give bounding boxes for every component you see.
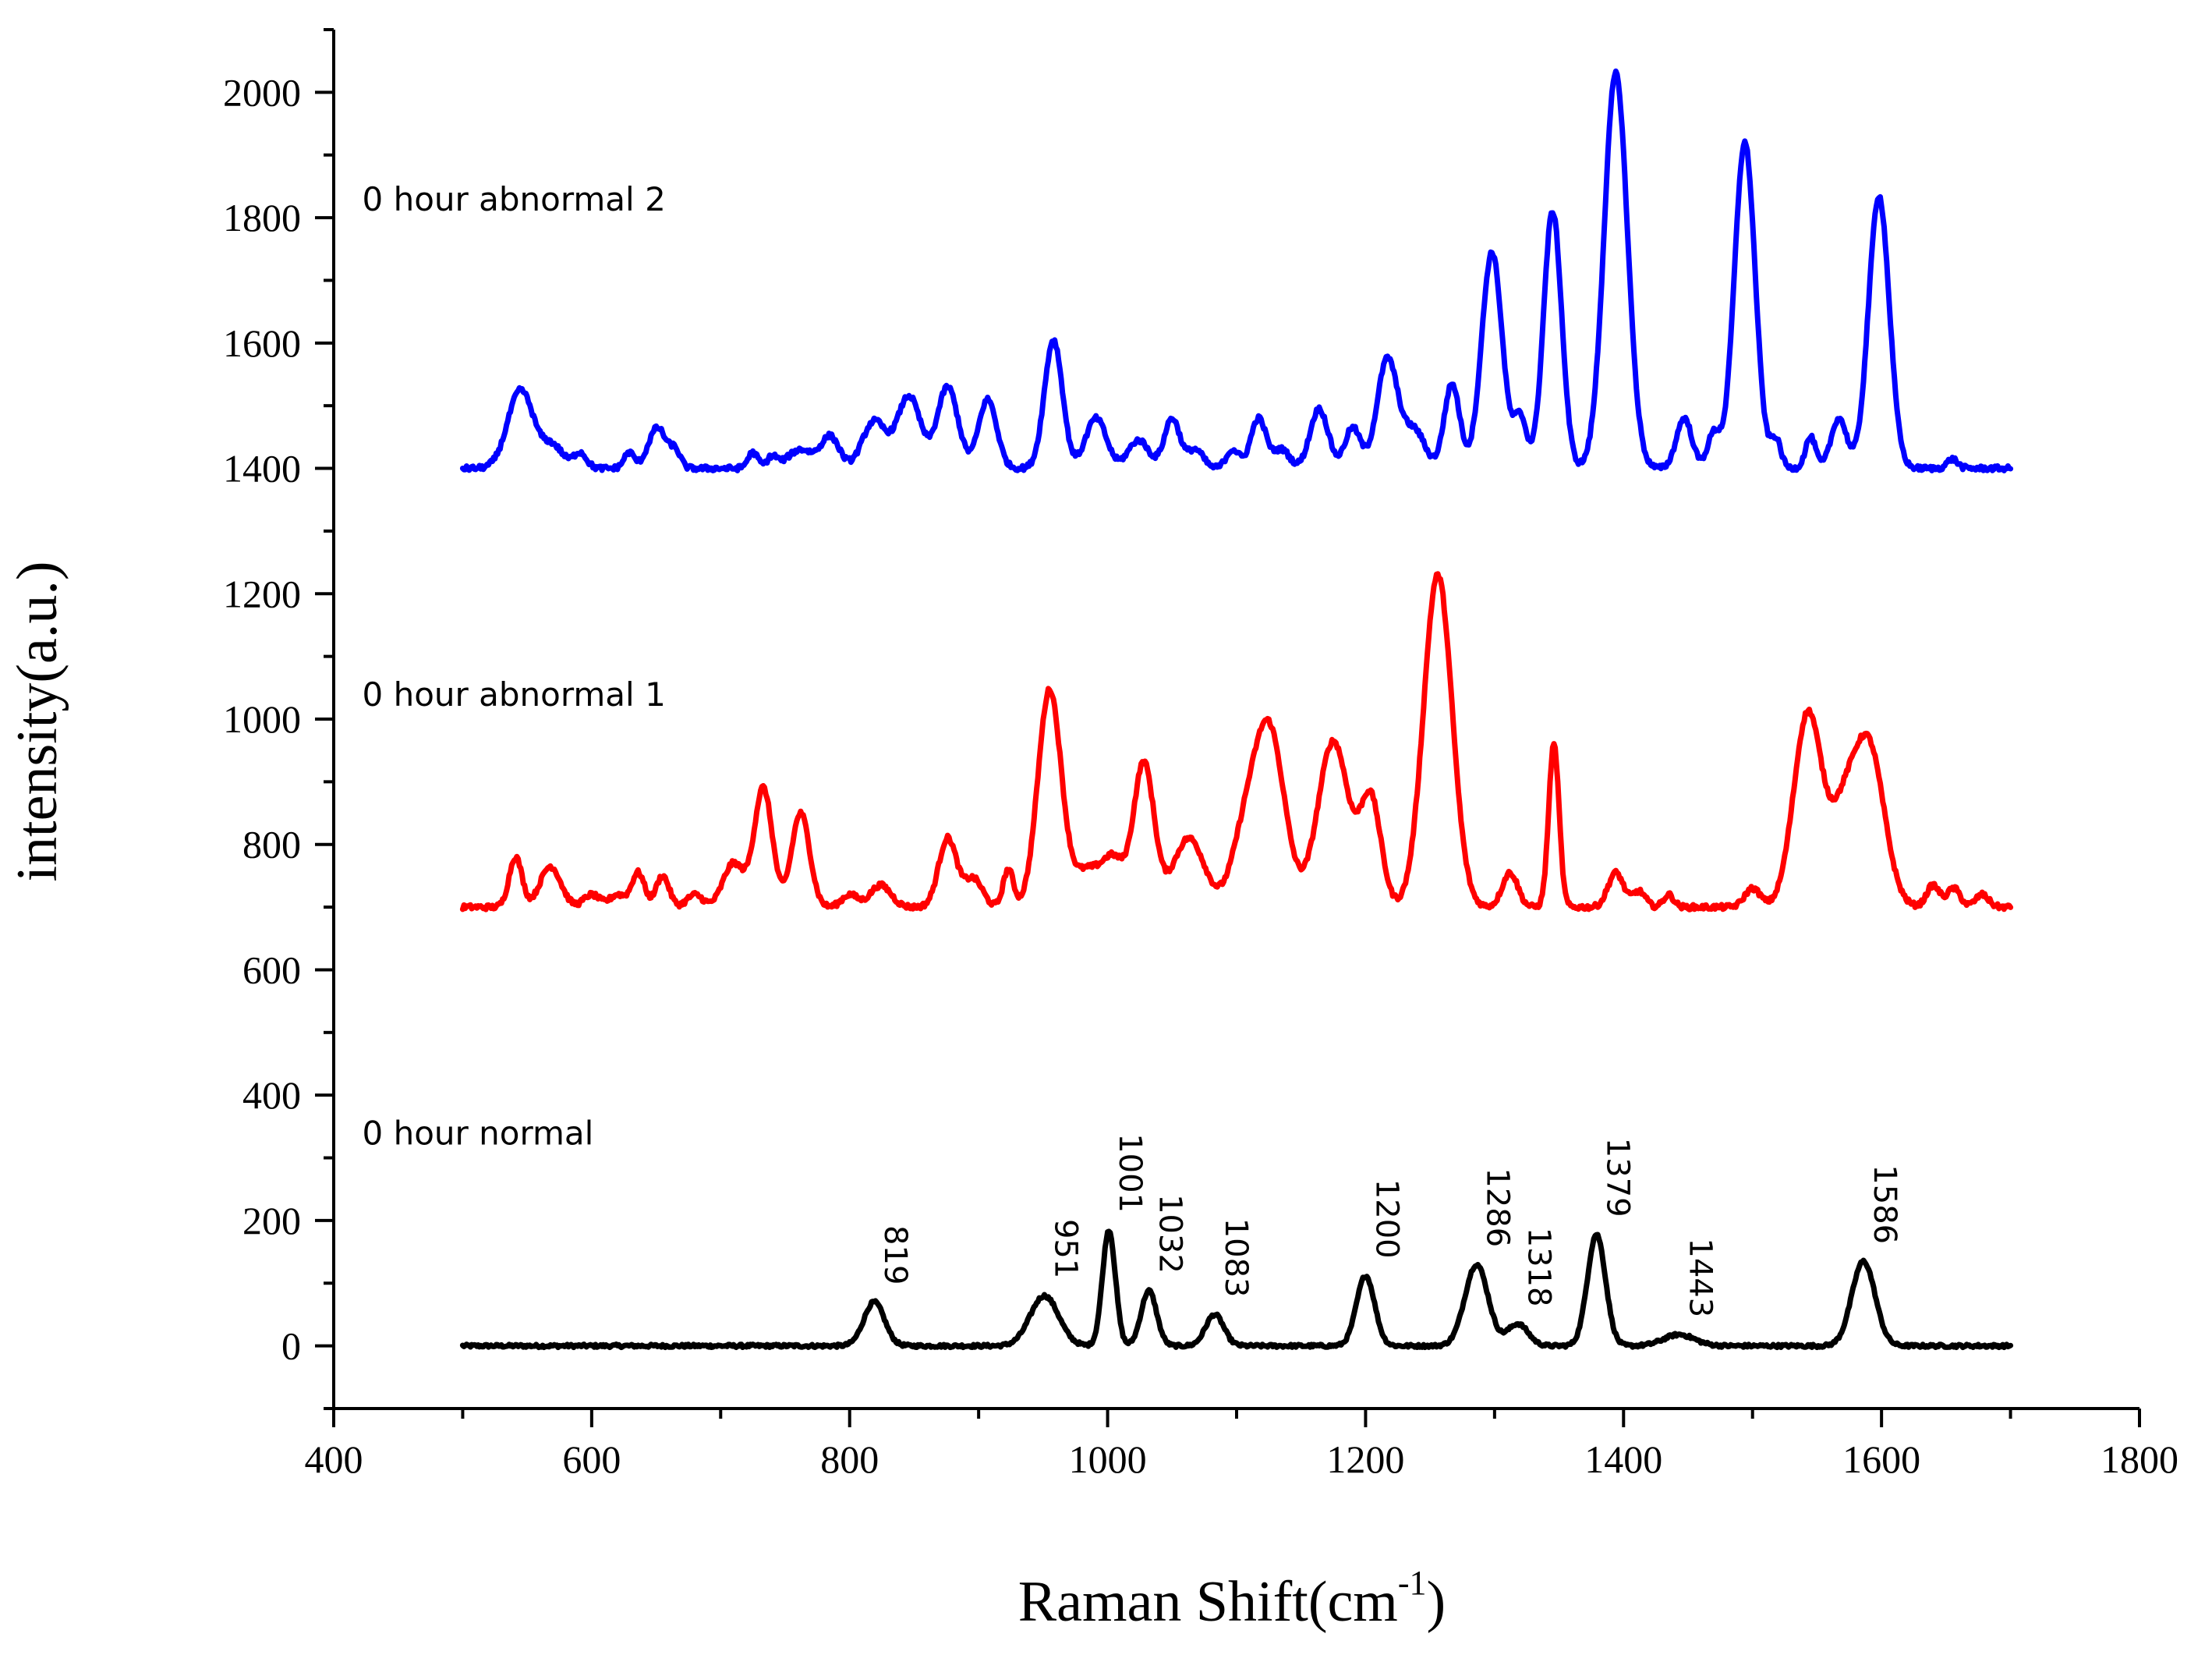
y-tick-label: 800 [242, 823, 301, 866]
axes-layer: 400 600 800 1000 1200 1400 1600 1800 0 200 400 600 8… [223, 28, 2178, 1481]
y-tick-label: 600 [242, 948, 301, 991]
series-label: 0 hour normal [363, 1114, 594, 1152]
y-tick-label: 400 [242, 1073, 301, 1117]
peak-label-1379: 1379 [1600, 1138, 1636, 1217]
peak-label-1083: 1083 [1218, 1218, 1254, 1298]
y-tick-label: 1400 [223, 447, 301, 491]
y-tick-label: 1600 [223, 321, 301, 365]
y-tick-label: 0 [281, 1324, 301, 1368]
x-tick-label: 1200 [1326, 1437, 1404, 1481]
x-tick-label: 400 [305, 1437, 363, 1481]
x-tick-label: 1400 [1584, 1437, 1662, 1481]
peak-label-1001: 1001 [1112, 1133, 1148, 1213]
peak-label-951: 951 [1048, 1219, 1084, 1278]
x-axis-title-close: ) [1427, 1570, 1446, 1634]
y-tick-label: 1800 [223, 196, 301, 239]
x-tick-label: 1800 [2101, 1437, 2178, 1481]
labels-layer: 0 hour normal 0 hour abnormal 1 0 hour abn… [363, 180, 1902, 1317]
y-tick-label: 1000 [223, 697, 301, 741]
peak-label-1286: 1286 [1480, 1168, 1516, 1247]
x-axis-title-superscript: -1 [1398, 1564, 1427, 1602]
x-tick-label: 1000 [1069, 1437, 1147, 1481]
peak-label-1200: 1200 [1368, 1179, 1404, 1259]
x-tick-label: 1600 [1842, 1437, 1920, 1481]
peak-label-1032: 1032 [1152, 1194, 1188, 1274]
x-axis-title-main: Raman Shift(cm [1018, 1570, 1398, 1634]
peak-label-1318: 1318 [1521, 1228, 1557, 1307]
y-tick-label: 200 [242, 1199, 301, 1242]
peak-label-1443: 1443 [1682, 1238, 1718, 1317]
series-line-3 [459, 68, 2014, 473]
x-tick-label: 800 [820, 1437, 879, 1481]
y-tick-label: 2000 [223, 70, 301, 114]
peak-label-1586: 1586 [1867, 1164, 1902, 1244]
series-line-2 [459, 571, 2014, 913]
y-tick-label: 1200 [223, 572, 301, 615]
x-axis-title: Raman Shift(cm-1) [1018, 1564, 1446, 1634]
series-line-1 [459, 1228, 2014, 1351]
series-layer [459, 68, 2014, 1351]
x-tick-label: 600 [562, 1437, 621, 1481]
peak-label-819: 819 [877, 1225, 913, 1285]
y-axis-title: intensity(a.u.) [5, 561, 69, 881]
series-label: 0 hour abnormal 1 [363, 675, 666, 714]
series-label: 0 hour abnormal 2 [363, 180, 666, 218]
